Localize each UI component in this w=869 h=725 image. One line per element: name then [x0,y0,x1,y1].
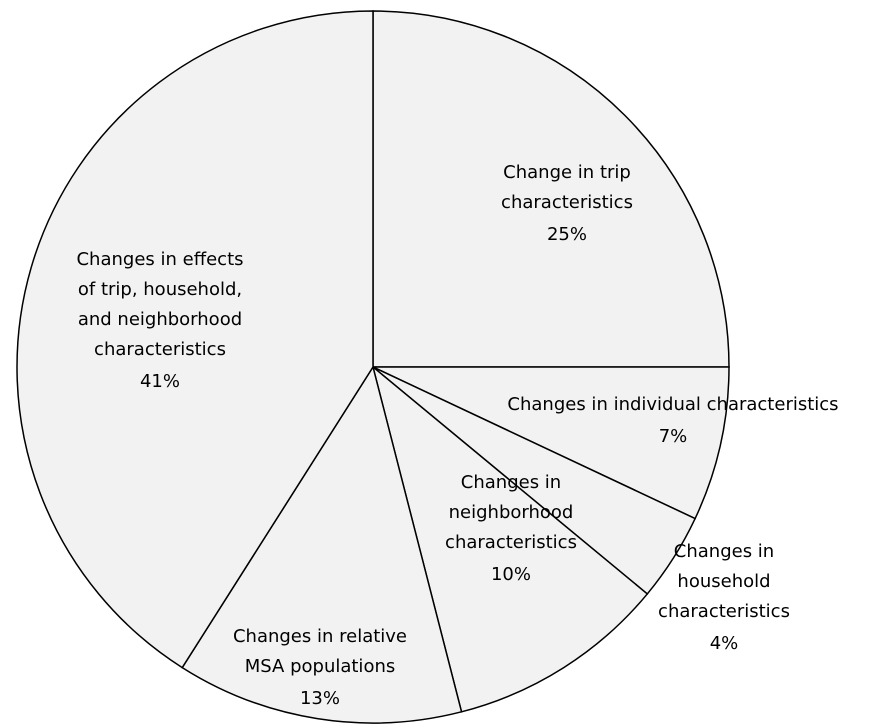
slice-value-label: 7% [659,426,688,447]
pie-slice [372,10,730,368]
slice-label: Changes in effects of trip, household, and… [76,249,243,360]
slice-label: Changes in household characteristics [658,541,790,622]
pie-slice [181,365,463,724]
pie-slice [16,10,374,669]
slice-label: Change in trip characteristics [501,162,633,213]
slice-value-label: 13% [300,688,340,709]
slice-value-label: 4% [710,633,739,654]
slice-label: Changes in relative MSA populations [233,626,407,677]
slice-label: Changes in individual characteristics [507,394,838,415]
slice-value-label: 10% [491,564,531,585]
slice-label: Changes in neighborhood characteristics [445,472,577,553]
pie-slice [371,364,649,713]
pie-slice [372,366,730,520]
slice-value-label: 41% [140,371,180,392]
slice-value-label: 25% [547,224,587,245]
